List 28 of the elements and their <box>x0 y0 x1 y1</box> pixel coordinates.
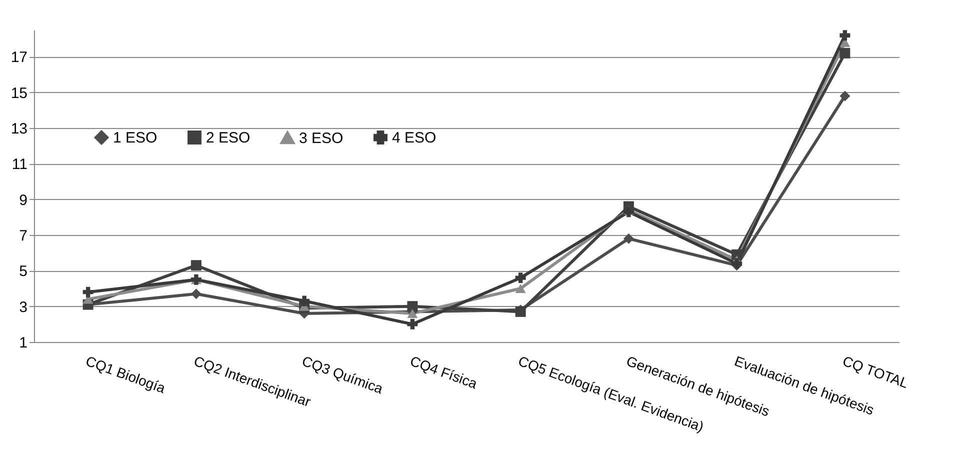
point <box>623 206 634 218</box>
y-tick-label: 1 <box>19 334 28 352</box>
y-tick-label: 3 <box>19 298 28 316</box>
legend-label: 1 ESO <box>113 130 158 147</box>
point <box>515 272 526 284</box>
point <box>840 48 850 58</box>
y-tick-label: 5 <box>19 263 28 280</box>
legend-label: 2 ESO <box>206 130 250 147</box>
point <box>190 288 202 300</box>
point <box>190 260 202 271</box>
point <box>82 286 94 298</box>
point <box>840 30 850 41</box>
y-tick-label: 11 <box>12 156 28 174</box>
point <box>299 296 310 306</box>
y-tick-label: 17 <box>10 49 28 66</box>
point <box>407 301 418 312</box>
legend-label: 4 ESO <box>392 130 436 147</box>
y-tick-label: 15 <box>10 84 28 102</box>
point <box>407 308 418 318</box>
point <box>407 318 418 330</box>
x-tick-label: CQ4 Física <box>408 352 480 392</box>
legend-label: 3 ESO <box>299 130 344 147</box>
point <box>840 90 850 102</box>
point <box>623 233 634 244</box>
y-tick-label: 9 <box>19 192 28 209</box>
y-tick-label: 13 <box>10 120 28 138</box>
point <box>515 284 526 294</box>
y-tick-label: 7 <box>19 228 28 245</box>
